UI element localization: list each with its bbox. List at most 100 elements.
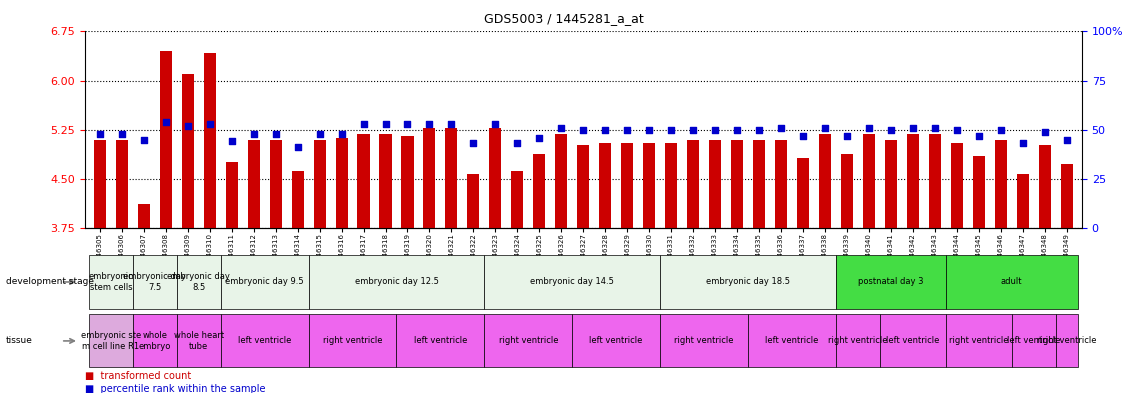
Text: right ventricle: right ventricle [828, 336, 888, 345]
Bar [907, 134, 919, 228]
Point [640, 127, 658, 133]
Point [706, 127, 724, 133]
Bar [1061, 164, 1073, 228]
Point [267, 130, 285, 137]
Point [113, 130, 131, 137]
Point [816, 125, 834, 131]
Bar [929, 134, 941, 228]
Text: whole heart
tube: whole heart tube [174, 331, 224, 351]
Bar [225, 162, 238, 228]
Point [332, 130, 350, 137]
Text: left ventricle: left ventricle [886, 336, 940, 345]
Bar [533, 154, 545, 228]
Point [376, 121, 394, 127]
Point [355, 121, 373, 127]
Text: right ventricle: right ventricle [674, 336, 734, 345]
Bar [489, 129, 502, 228]
Point [420, 121, 438, 127]
Bar [731, 140, 743, 228]
Point [881, 127, 899, 133]
Point [531, 134, 549, 141]
Point [728, 127, 746, 133]
Bar [380, 134, 391, 228]
Point [793, 132, 811, 139]
Text: tissue: tissue [6, 336, 33, 345]
Point [399, 121, 417, 127]
Bar [181, 74, 194, 228]
Bar [819, 134, 831, 228]
Text: left ventricle: left ventricle [765, 336, 818, 345]
Point [245, 130, 263, 137]
Bar [600, 143, 611, 228]
Point [837, 132, 855, 139]
Bar [512, 171, 523, 228]
Bar [687, 140, 699, 228]
Bar [445, 129, 458, 228]
Bar [775, 140, 787, 228]
Text: embryonic day 18.5: embryonic day 18.5 [706, 277, 790, 286]
Text: embryonic day 12.5: embryonic day 12.5 [355, 277, 438, 286]
Text: postnatal day 3: postnatal day 3 [858, 277, 923, 286]
Point [618, 127, 636, 133]
Bar [841, 154, 853, 228]
Bar [1039, 145, 1050, 228]
Text: whole
embryo: whole embryo [139, 331, 171, 351]
Bar [468, 174, 479, 228]
Point [662, 127, 680, 133]
Point [1036, 129, 1054, 135]
Text: embryonic ste
m cell line R1: embryonic ste m cell line R1 [81, 331, 141, 351]
Point [223, 138, 241, 145]
Point [311, 130, 329, 137]
Text: embryonic
stem cells: embryonic stem cells [89, 272, 133, 292]
Text: right ventricle: right ventricle [498, 336, 558, 345]
Text: ■  percentile rank within the sample: ■ percentile rank within the sample [85, 384, 265, 393]
Point [749, 127, 767, 133]
Text: left ventricle: left ventricle [414, 336, 467, 345]
Point [574, 127, 593, 133]
Point [443, 121, 461, 127]
Bar [160, 51, 171, 228]
Point [684, 127, 702, 133]
Text: embryonic day 9.5: embryonic day 9.5 [225, 277, 304, 286]
Bar [797, 158, 809, 228]
Point [91, 130, 109, 137]
Point [157, 119, 175, 125]
Bar [995, 140, 1006, 228]
Point [201, 121, 219, 127]
Bar [424, 129, 435, 228]
Point [179, 123, 197, 129]
Bar [292, 171, 303, 228]
Bar [621, 143, 633, 228]
Point [772, 125, 790, 131]
Bar [401, 136, 414, 228]
Bar [1017, 174, 1029, 228]
Text: ■  transformed count: ■ transformed count [85, 371, 190, 382]
Bar [753, 140, 765, 228]
Text: GDS5003 / 1445281_a_at: GDS5003 / 1445281_a_at [483, 12, 644, 25]
Point [1057, 136, 1075, 143]
Bar [577, 145, 589, 228]
Text: embryonic day
8.5: embryonic day 8.5 [167, 272, 230, 292]
Bar [709, 140, 721, 228]
Point [948, 127, 966, 133]
Point [969, 132, 987, 139]
Text: embryonic day 14.5: embryonic day 14.5 [531, 277, 614, 286]
Text: left ventricle: left ventricle [1006, 336, 1061, 345]
Bar [885, 140, 897, 228]
Point [860, 125, 878, 131]
Bar [313, 140, 326, 228]
Point [596, 127, 614, 133]
Bar [116, 140, 127, 228]
Bar [556, 134, 567, 228]
Point [487, 121, 505, 127]
Point [135, 136, 153, 143]
Point [552, 125, 570, 131]
Point [904, 125, 922, 131]
Point [1013, 140, 1031, 147]
Point [992, 127, 1010, 133]
Text: left ventricle: left ventricle [589, 336, 642, 345]
Bar [357, 134, 370, 228]
Text: left ventricle: left ventricle [238, 336, 292, 345]
Text: right ventricle: right ventricle [322, 336, 382, 345]
Point [289, 144, 307, 151]
